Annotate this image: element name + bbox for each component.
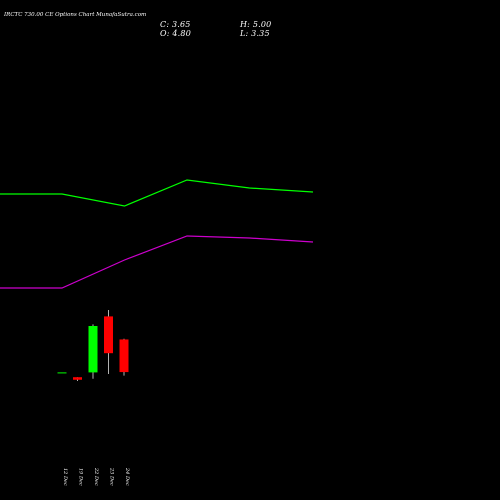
x-tick-label: 23 Dec [109,467,115,486]
close-value: C: 3.65 [160,20,191,29]
x-tick-label: 19 Dec [78,468,84,486]
x-tick-label: 22 Dec [93,467,99,486]
overlay-line-2 [0,235,314,289]
candle-body [57,372,67,374]
candle-body [73,377,82,380]
open-value: O: 4.80 [160,29,192,38]
chart-title: IRCTC 730.00 CE Options Chart MunafaSutr… [4,12,147,18]
high-value: H: 5.00 [240,20,272,29]
overlay-line-1 [0,179,314,207]
low-value: L: 3.35 [240,29,270,38]
candle-body [119,339,129,373]
x-tick-label: 24 Dec [124,467,130,486]
candle-body [88,326,98,373]
x-tick-label: 12 Dec [62,468,68,486]
candle-body [104,316,113,354]
